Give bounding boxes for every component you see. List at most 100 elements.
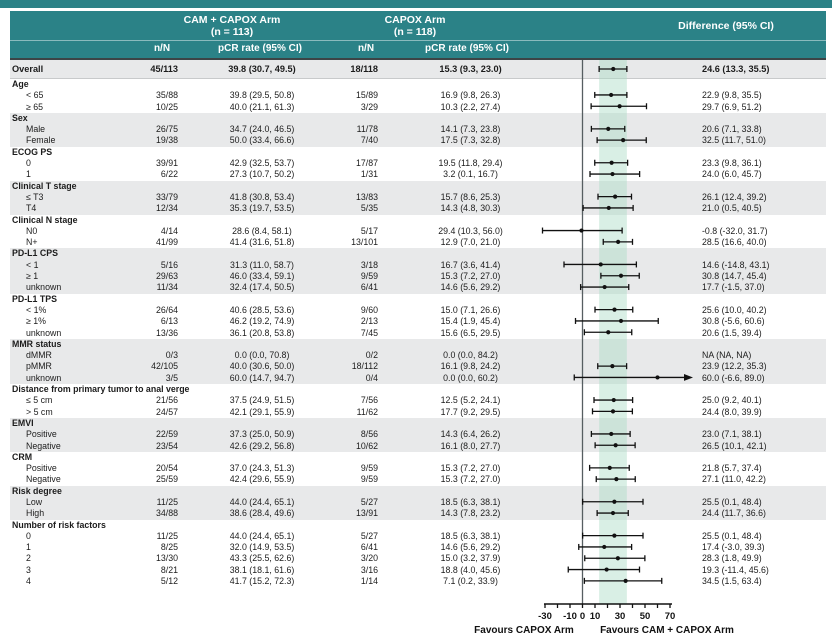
table-row: EMVI	[10, 417, 826, 430]
cell-nN-arm2: 13/91	[355, 508, 378, 519]
table-row: Sex	[10, 112, 826, 125]
table-row: Male 26/75 34.7 (24.0, 46.5) 11/78 14.1 (7.3…	[10, 124, 826, 136]
table-row: 4 5/12 41.7 (15.2, 72.3) 1/14 7.1 (0.2, 33.9…	[10, 576, 826, 587]
cell-pcr-arm1: 50.0 (33.4, 66.6)	[229, 135, 295, 146]
row-label: Clinical N stage	[12, 214, 78, 225]
arm2-title: CAPOX Arm	[384, 14, 446, 26]
cell-pcr-arm1: 43.3 (25.5, 62.6)	[229, 553, 295, 564]
subgroup-table-rows: Overall 45/113 39.8 (30.7, 49.5) 18/118 15.3…	[10, 60, 826, 587]
row-label: Overall	[12, 64, 44, 74]
cell-pcr-arm2: 15.3 (7.2, 27.0)	[440, 463, 501, 474]
row-label: Negative	[26, 440, 61, 451]
row-label: Sex	[12, 112, 28, 123]
row-label: ≥ 1	[26, 271, 39, 282]
cell-nN-arm1: 24/57	[155, 406, 178, 417]
row-label: Clinical T stage	[12, 180, 77, 191]
cell-pcr-arm1: 40.6 (28.5, 53.6)	[229, 304, 295, 315]
table-row: Negative 23/54 42.6 (29.2, 56.8) 10/62 16.1 …	[10, 440, 826, 452]
arm1-header: CAM + CAPOX Arm (n = 113)	[132, 14, 332, 38]
cell-difference: 30.8 (14.7, 45.4)	[702, 271, 767, 282]
cell-nN-arm1: 10/25	[155, 101, 178, 112]
row-label: unknown	[26, 372, 62, 383]
row-label: N+	[26, 237, 38, 248]
table-row: ≥ 1 29/63 46.0 (33.4, 59.1) 9/59 15.3 (7.2, …	[10, 271, 826, 283]
table-row: Female 19/38 50.0 (33.4, 66.6) 7/40 17.5 (7.…	[10, 135, 826, 147]
table-row: N0 4/14 28.6 (8.4, 58.1) 5/17 29.4 (10.3, 56…	[10, 226, 826, 237]
row-label: ≤ 5 cm	[26, 395, 53, 406]
cell-nN-arm2: 3/16	[360, 564, 378, 575]
col-header-nN-arm2: n/N	[357, 43, 375, 54]
cell-nN-arm2: 3/29	[360, 101, 378, 112]
row-label: Positive	[26, 429, 57, 440]
row-label: 0	[26, 158, 31, 169]
cell-pcr-arm1: 27.3 (10.7, 50.2)	[229, 169, 295, 180]
cell-nN-arm1: 29/63	[155, 271, 178, 282]
cell-pcr-arm2: 15.3 (7.2, 27.0)	[440, 271, 501, 282]
cell-pcr-arm2: 0.0 (0.0, 84.2)	[443, 350, 498, 361]
cell-nN-arm1: 8/25	[160, 542, 178, 553]
cell-nN-arm1: 45/113	[150, 64, 178, 74]
row-label: N0	[26, 225, 38, 236]
table-row: T4 12/34 35.3 (19.7, 53.5) 5/35 14.3 (4.8, 3…	[10, 203, 826, 215]
cell-difference: 17.4 (-3.0, 39.3)	[702, 542, 765, 553]
table-row: ≥ 65 10/25 40.0 (21.1, 61.3) 3/29 10.3 (2.2,…	[10, 102, 826, 113]
cell-pcr-arm1: 60.0 (14.7, 94.7)	[229, 372, 295, 383]
row-label: Male	[26, 124, 46, 135]
row-label: ≥ 65	[26, 101, 44, 112]
cell-pcr-arm2: 15.0 (3.2, 37.9)	[440, 553, 501, 564]
cell-nN-arm1: 26/75	[155, 124, 178, 135]
cell-difference: 60.0 (-6.6, 89.0)	[702, 372, 765, 383]
cell-nN-arm2: 8/56	[360, 429, 378, 440]
cell-nN-arm1: 22/59	[155, 429, 178, 440]
cell-pcr-arm1: 42.4 (29.6, 55.9)	[229, 474, 295, 485]
cell-pcr-arm1: 0.0 (0.0, 70.8)	[234, 350, 290, 361]
cell-pcr-arm2: 14.3 (4.8, 30.3)	[440, 203, 501, 214]
table-row: 3 8/21 38.1 (18.1, 61.6) 3/16 18.8 (4.0, 45.…	[10, 565, 826, 576]
cell-pcr-arm1: 44.0 (24.4, 65.1)	[229, 496, 295, 507]
cell-pcr-arm1: 40.0 (21.1, 61.3)	[229, 101, 295, 112]
cell-difference: 23.3 (9.8, 36.1)	[702, 158, 762, 169]
row-label: pMMR	[26, 361, 52, 372]
row-label: Positive	[26, 463, 57, 474]
cell-nN-arm1: 39/91	[155, 158, 178, 169]
cell-pcr-arm2: 14.3 (7.8, 23.2)	[440, 508, 501, 519]
cell-pcr-arm2: 12.9 (7.0, 21.0)	[440, 237, 501, 248]
cell-pcr-arm1: 42.1 (29.1, 55.9)	[229, 406, 295, 417]
cell-difference: 29.7 (6.9, 51.2)	[702, 101, 762, 112]
table-row: N+ 41/99 41.4 (31.6, 51.8) 13/101 12.9 (7.0,…	[10, 237, 826, 248]
cell-difference: 25.6 (10.0, 40.2)	[702, 304, 767, 315]
cell-difference: 20.6 (1.5, 39.4)	[702, 327, 762, 338]
cell-difference: 30.8 (-5.6, 60.6)	[702, 316, 765, 327]
cell-pcr-arm1: 41.7 (15.2, 72.3)	[229, 576, 295, 587]
cell-pcr-arm2: 15.3 (7.2, 27.0)	[440, 474, 501, 485]
cell-nN-arm1: 6/13	[160, 316, 178, 327]
cell-difference: 14.6 (-14.8, 43.1)	[702, 259, 770, 270]
cell-difference: 19.3 (-11.4, 45.6)	[702, 564, 769, 575]
row-label: < 1	[26, 259, 39, 270]
cell-difference: 25.5 (0.1, 48.4)	[702, 530, 762, 541]
table-row: ≤ 5 cm 21/56 37.5 (24.9, 51.5) 7/56 12.5 (5.…	[10, 395, 826, 406]
axis-tick-label: 50	[640, 611, 651, 622]
cell-nN-arm2: 18/112	[351, 361, 378, 372]
row-label: T4	[26, 203, 37, 214]
cell-difference: 20.6 (7.1, 33.8)	[702, 124, 762, 135]
table-row: Number of risk factors	[10, 520, 826, 531]
cell-nN-arm1: 11/25	[156, 530, 178, 541]
cell-nN-arm2: 6/41	[360, 282, 378, 293]
cell-nN-arm1: 21/56	[155, 395, 178, 406]
header-separator-line	[10, 40, 826, 41]
cell-pcr-arm2: 18.5 (6.3, 38.1)	[440, 530, 501, 541]
cell-difference: -0.8 (-32.0, 31.7)	[702, 225, 768, 236]
table-row: PD-L1 TPS	[10, 294, 826, 305]
cell-pcr-arm2: 16.7 (3.6, 41.4)	[440, 259, 501, 270]
table-row: unknown 11/34 32.4 (17.4, 50.5) 6/41 14.6 (5…	[10, 282, 826, 294]
cell-nN-arm1: 13/36	[155, 327, 178, 338]
row-label: 1	[26, 169, 31, 180]
cell-nN-arm2: 9/59	[360, 463, 378, 474]
cell-difference: 22.9 (9.8, 35.5)	[702, 90, 762, 101]
cell-pcr-arm1: 32.0 (14.9, 53.5)	[229, 542, 295, 553]
cell-pcr-arm2: 3.2 (0.1, 16.7)	[443, 169, 498, 180]
table-row: Positive 22/59 37.3 (25.0, 50.9) 8/56 14.3 (…	[10, 429, 826, 441]
table-row: 1 6/22 27.3 (10.7, 50.2) 1/31 3.2 (0.1, 16.7…	[10, 169, 826, 180]
cell-pcr-arm1: 46.0 (33.4, 59.1)	[229, 271, 295, 282]
